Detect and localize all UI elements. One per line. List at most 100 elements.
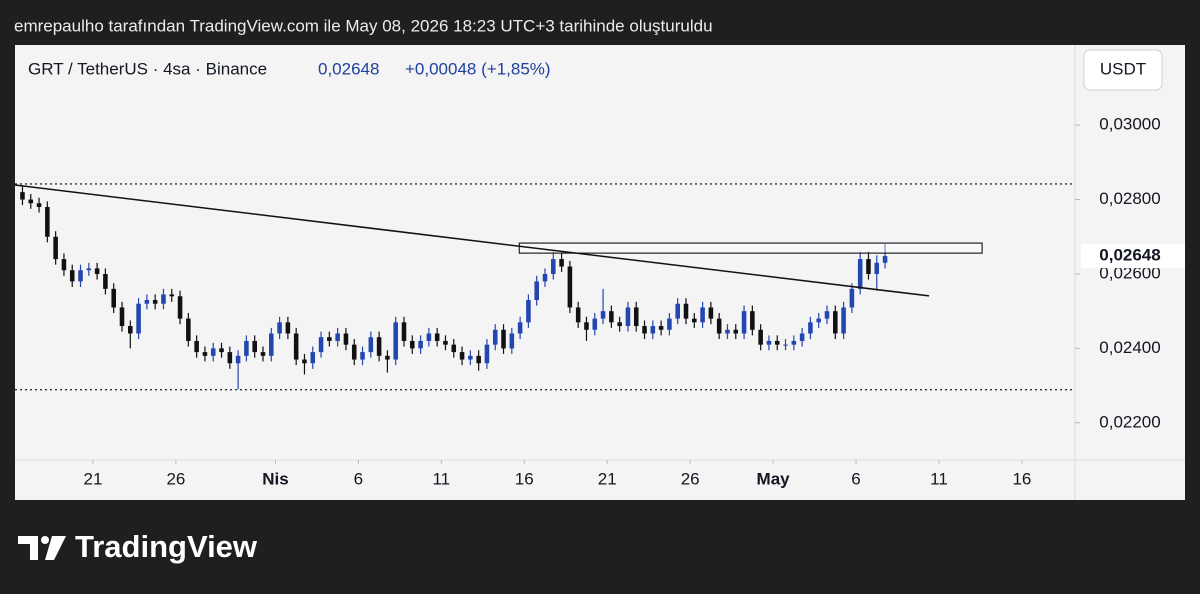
candle-body (551, 259, 556, 274)
candle-body (210, 348, 216, 356)
candle-body (169, 294, 175, 297)
candle-body (335, 333, 340, 341)
candle-body (269, 333, 274, 356)
candle-body (650, 326, 656, 334)
candle-body (625, 307, 631, 327)
candle-body (617, 322, 622, 327)
candle-body (202, 352, 208, 356)
last-price-box (1081, 244, 1185, 269)
trend-line (15, 184, 930, 297)
x-tick-label: 6 (851, 469, 860, 488)
candle-body (277, 322, 282, 334)
candle-body (534, 281, 539, 301)
candle-body (567, 266, 573, 308)
candle-body (468, 355, 473, 360)
logo-mark (18, 536, 38, 560)
candle-body (758, 329, 763, 345)
candle-body (833, 311, 838, 334)
candle-body (675, 303, 680, 319)
plot-area (15, 183, 1075, 391)
header-text: emrepaulho tarafından TradingView.com il… (14, 16, 713, 35)
candle-body (609, 311, 614, 323)
candle-body (492, 329, 498, 345)
candle-body (841, 307, 846, 334)
candle-body (360, 352, 365, 360)
y-tick-label: 0,03000 (1099, 115, 1160, 134)
candle-body (874, 262, 880, 274)
footer-logo (18, 536, 66, 560)
candle-body (443, 340, 448, 345)
x-tick-label: 21 (84, 469, 103, 488)
x-tick-label: May (757, 469, 791, 488)
legend-change: +0,00048 (+1,85%) (405, 59, 551, 78)
x-tick-label: 21 (598, 469, 617, 488)
candle-body (227, 352, 233, 364)
candle-body (708, 307, 714, 319)
candle-body (791, 340, 797, 345)
candle-body (28, 199, 34, 204)
candle-body (741, 311, 747, 334)
currency-label: USDT (1100, 59, 1146, 78)
candle-body (816, 318, 821, 323)
candle-body (766, 340, 772, 345)
candle-body (219, 348, 224, 353)
candle-body (426, 333, 432, 341)
candle-body (501, 329, 506, 349)
candle-body (78, 270, 83, 282)
x-tick-label: 6 (354, 469, 363, 488)
candle-body (476, 355, 481, 364)
candle-body (600, 311, 606, 319)
candle-body (45, 206, 50, 237)
currency-box (1083, 49, 1163, 91)
candle-body (385, 355, 390, 360)
candle-body (542, 273, 548, 282)
candle-body (53, 236, 58, 260)
candle-body (128, 326, 133, 334)
x-tick-label: 26 (681, 469, 700, 488)
candle-body (235, 355, 241, 364)
candle-body (642, 326, 647, 334)
candle-body (302, 359, 307, 364)
candle-body (750, 311, 755, 330)
candle-body (774, 340, 780, 345)
candle-body (368, 337, 374, 353)
y-tick-label: 0,02200 (1099, 412, 1160, 431)
candle-body (783, 344, 788, 346)
candle-body (733, 329, 739, 334)
candle-body (194, 340, 199, 353)
footer-brand: TradingView (75, 529, 258, 564)
candle-body (725, 329, 730, 334)
candle-body (857, 259, 863, 289)
candle-body (161, 294, 166, 304)
logo-mark (45, 536, 66, 560)
candle-body (517, 322, 523, 334)
candle-body (633, 307, 639, 327)
candle-body (393, 322, 398, 360)
candle-body (252, 340, 257, 353)
candle-body (410, 340, 415, 349)
x-tick-label: 16 (1012, 469, 1031, 488)
candle-body (177, 296, 183, 319)
x-tick-label: 16 (515, 469, 534, 488)
candle-body (509, 333, 515, 349)
candle-body (293, 333, 299, 360)
legend-price: 0,02648 (318, 59, 379, 78)
candle-body (667, 318, 672, 330)
candle-body (111, 288, 116, 308)
candle-body (36, 203, 42, 207)
candle-body (343, 333, 349, 345)
candle-body (86, 268, 92, 271)
candle-body (434, 333, 440, 341)
candle-body (716, 318, 722, 334)
candle-body (310, 352, 316, 364)
candle-body (451, 344, 457, 353)
candle-body (103, 273, 108, 289)
x-tick-label: 26 (166, 469, 185, 488)
candle-body (866, 259, 871, 274)
candle-body (658, 326, 664, 330)
range-rectangle (518, 242, 983, 254)
candle-body (69, 270, 75, 282)
candle-body (20, 192, 25, 200)
candle-body (459, 352, 465, 360)
